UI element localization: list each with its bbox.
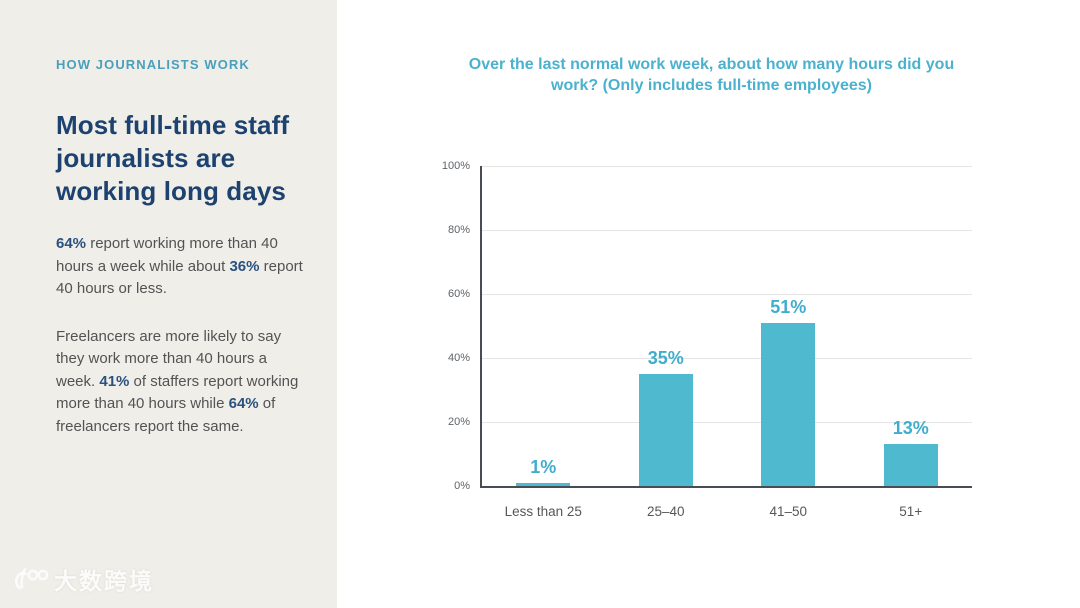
y-tick-label: 60% (447, 288, 470, 300)
y-tick-label: 0% (454, 480, 470, 492)
x-axis-line (480, 486, 972, 488)
x-axis-labels: Less than 25 25–40 41–50 51+ (482, 504, 972, 519)
watermark: 大数跨境 (14, 562, 154, 596)
gridline-40 (482, 357, 972, 359)
eyebrow-label: HOW JOURNALISTS WORK (56, 57, 250, 72)
chart-panel: Over the last normal work week, about ho… (337, 0, 1080, 608)
stat-highlight: 41% (99, 372, 130, 390)
stat-highlight: 64% (228, 395, 259, 412)
x-tick-label: 51+ (899, 504, 923, 519)
x-tick-label: Less than 25 (504, 504, 582, 519)
bar-value-label: 51% (770, 296, 807, 317)
stat-highlight: 36% (229, 257, 260, 275)
bars: 1% 35% 51% 13% (482, 166, 972, 486)
bar-slot: 35% (605, 166, 728, 486)
bar-slot: 13% (850, 166, 973, 486)
y-tick-label: 40% (447, 352, 470, 364)
stat-highlight: 64% (56, 235, 87, 252)
bar-value-label: 1% (530, 456, 557, 477)
gridline-60 (482, 293, 972, 295)
x-tick-label: 41–50 (769, 504, 808, 519)
y-tick-label: 20% (447, 416, 470, 428)
body-paragraph-2: Freelancers are more likely to say they … (56, 326, 304, 439)
watermark-logo-icon (14, 567, 48, 590)
chart-title: Over the last normal work week, about ho… (468, 56, 955, 94)
bar-slot: 51% (727, 166, 850, 486)
bar-51+ (883, 444, 938, 486)
page-title: Most full-time staff journalists are wor… (56, 110, 290, 206)
body-paragraph-1: 64% report working more than 40 hours a … (56, 233, 304, 301)
bar-slot: 1% (482, 166, 605, 486)
gridline-80 (482, 229, 972, 231)
bar-41–50 (761, 322, 816, 486)
bar-chart: 0% 20% 40% 60% 80% 100% 1% 35% 51% 13% Less than… (442, 160, 972, 519)
sidebar: HOW JOURNALISTS WORK Most full-time staf… (0, 0, 337, 608)
gridline-20 (482, 421, 972, 423)
body-text: report 40 hours or less. (56, 257, 303, 298)
watermark-text: 大数跨境 (54, 568, 154, 594)
y-tick-label: 80% (447, 224, 470, 236)
bar-less-than-25 (516, 482, 571, 486)
body-text: Freelancers are more likely to say they … (56, 327, 282, 390)
body-text: report working more than 40 hours a week… (56, 235, 278, 275)
y-axis-line (480, 166, 482, 488)
x-tick-label: 25–40 (646, 504, 685, 519)
bar-25–40 (638, 374, 693, 486)
body-text: of staffers report working more than 40 … (56, 372, 299, 413)
gridline-100 (482, 165, 972, 167)
y-tick-label: 100% (441, 160, 470, 172)
bar-value-label: 35% (647, 348, 684, 368)
body-text: of freelancers report the same. (56, 395, 276, 435)
bar-value-label: 13% (892, 418, 929, 439)
